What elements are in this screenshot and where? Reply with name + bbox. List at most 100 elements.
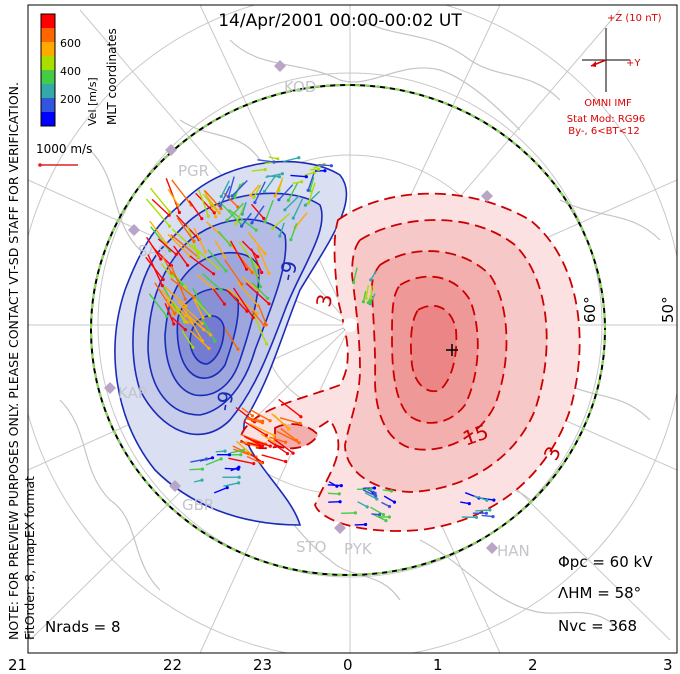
velocity-vector-origin (251, 316, 255, 320)
potential-max-marker (446, 344, 458, 356)
velocity-vector (261, 454, 286, 463)
velocity-vector (370, 285, 373, 298)
velocity-vector-origin (258, 444, 262, 448)
mlt-tick-label: 22 (163, 656, 182, 674)
velocity-vector (241, 212, 252, 227)
velocity-vector-origin (283, 208, 287, 212)
velocity-vector-origin (233, 195, 237, 199)
velocity-vector-origin (172, 322, 176, 326)
velocity-vector-origin (272, 160, 276, 164)
velocity-vector (251, 282, 269, 299)
velocity-vector-origin (218, 204, 222, 208)
velocity-vector (235, 203, 246, 225)
velocity-vector (243, 420, 267, 436)
velocity-vector (272, 212, 291, 230)
velocity-vector-origin (267, 271, 271, 275)
contour-label-neg-2: -9 (211, 389, 238, 413)
mlt-tick-label: 0 (343, 656, 353, 674)
velocity-vector-origin (263, 220, 267, 224)
velocity-vector-origin (374, 494, 378, 498)
velocity-vector (246, 455, 262, 464)
lat-label-60: 60° (581, 296, 599, 323)
velocity-vector-origin (259, 461, 263, 465)
velocity-vector-origin (263, 252, 267, 256)
velocity-vector-origin (186, 263, 190, 267)
station-gbr: GBR (182, 496, 214, 514)
velocity-vector (357, 501, 368, 508)
velocity-vector (251, 205, 265, 224)
velocity-vector-origin (298, 421, 302, 425)
velocity-vector (229, 240, 248, 270)
colorbar: 600 400 200 Vel [m/s] MLT coordinates (40, 13, 119, 127)
model-line-2: By-, 6<BT<12 (568, 126, 639, 137)
velocity-vector (177, 300, 203, 325)
colorbar-cell (41, 70, 55, 84)
velocity-vector-origin (240, 282, 244, 286)
velocity-vector-origin (259, 285, 263, 289)
velocity-vector-origin (339, 484, 343, 488)
velocity-vector (224, 259, 243, 285)
velocity-vector (250, 453, 263, 464)
velocity-vector (247, 231, 266, 255)
velocity-vector-origin (297, 441, 301, 445)
velocity-vector-origin (183, 297, 187, 301)
velocity-vector-origin (492, 498, 496, 502)
velocity-vector-origin (364, 296, 368, 300)
velocity-vector-origin (485, 498, 489, 502)
velocity-vector-origin (255, 265, 260, 269)
velocity-vector (269, 436, 286, 443)
velocity-vector (328, 501, 341, 503)
velocity-vector-origin (246, 451, 250, 455)
velocity-vector-origin (268, 444, 272, 448)
velocity-vector (189, 468, 203, 471)
velocity-vector (170, 278, 195, 298)
velocity-vector (273, 438, 294, 454)
velocity-vector-origin (338, 500, 342, 504)
velocity-vector-origin (329, 164, 333, 168)
velocity-vector-origin (277, 175, 281, 179)
velocity-vector (257, 304, 267, 326)
velocity-vector-origin (239, 453, 243, 457)
velocity-vector-origin (373, 491, 377, 495)
mlt-axis: 21 22 23 0 1 2 3 (8, 656, 673, 674)
velocity-vector (224, 328, 239, 350)
imf-panel: +Z (10 nT) +Y OMNI IMF Stat Mod: RG96 By… (567, 13, 662, 137)
colorbar-cell (41, 28, 55, 42)
velocity-vector (166, 300, 189, 323)
velocity-vector (280, 428, 297, 441)
velocity-vector (279, 222, 285, 237)
velocity-vector (173, 303, 186, 323)
imf-source: OMNI IMF (584, 98, 632, 109)
velocity-vector-origin (254, 228, 258, 232)
velocity-vector-origin (300, 180, 304, 184)
velocity-vector (218, 200, 243, 226)
velocity-vector-origin (260, 270, 264, 275)
velocity-vector (279, 417, 301, 425)
velocity-vector (146, 236, 162, 260)
velocity-vector-origin (389, 489, 394, 493)
stat-n-vc: Nvc = 368 (558, 617, 637, 635)
velocity-vector (264, 199, 274, 222)
velocity-vector (207, 249, 227, 272)
velocity-vector-origin (267, 302, 271, 306)
map-title: 14/Apr/2001 00:00-00:02 UT (218, 11, 462, 31)
velocity-vector (304, 171, 315, 177)
velocity-vector-origin (266, 296, 270, 300)
velocity-vector-origin (378, 513, 382, 517)
velocity-vector (327, 492, 340, 495)
velocity-vector (278, 184, 294, 201)
velocity-vector-origin (255, 311, 259, 315)
velocity-vector-origin (184, 304, 188, 308)
reference-vector-label: 1000 m/s (36, 142, 92, 156)
velocity-vector-origin (273, 194, 277, 198)
velocity-vector-origin (474, 515, 479, 520)
velocity-vector (364, 492, 378, 500)
preview-note: NOTE: FOR PREVIEW PURPOSES ONLY. PLEASE … (6, 82, 21, 640)
contour-label-neg: -9 (274, 259, 302, 284)
velocity-vector (171, 179, 192, 206)
velocity-vector (145, 198, 171, 227)
velocity-vector-origin (219, 194, 223, 199)
velocity-vector (160, 262, 173, 278)
station-kod: KOD (284, 78, 316, 96)
velocity-vector (231, 180, 248, 197)
